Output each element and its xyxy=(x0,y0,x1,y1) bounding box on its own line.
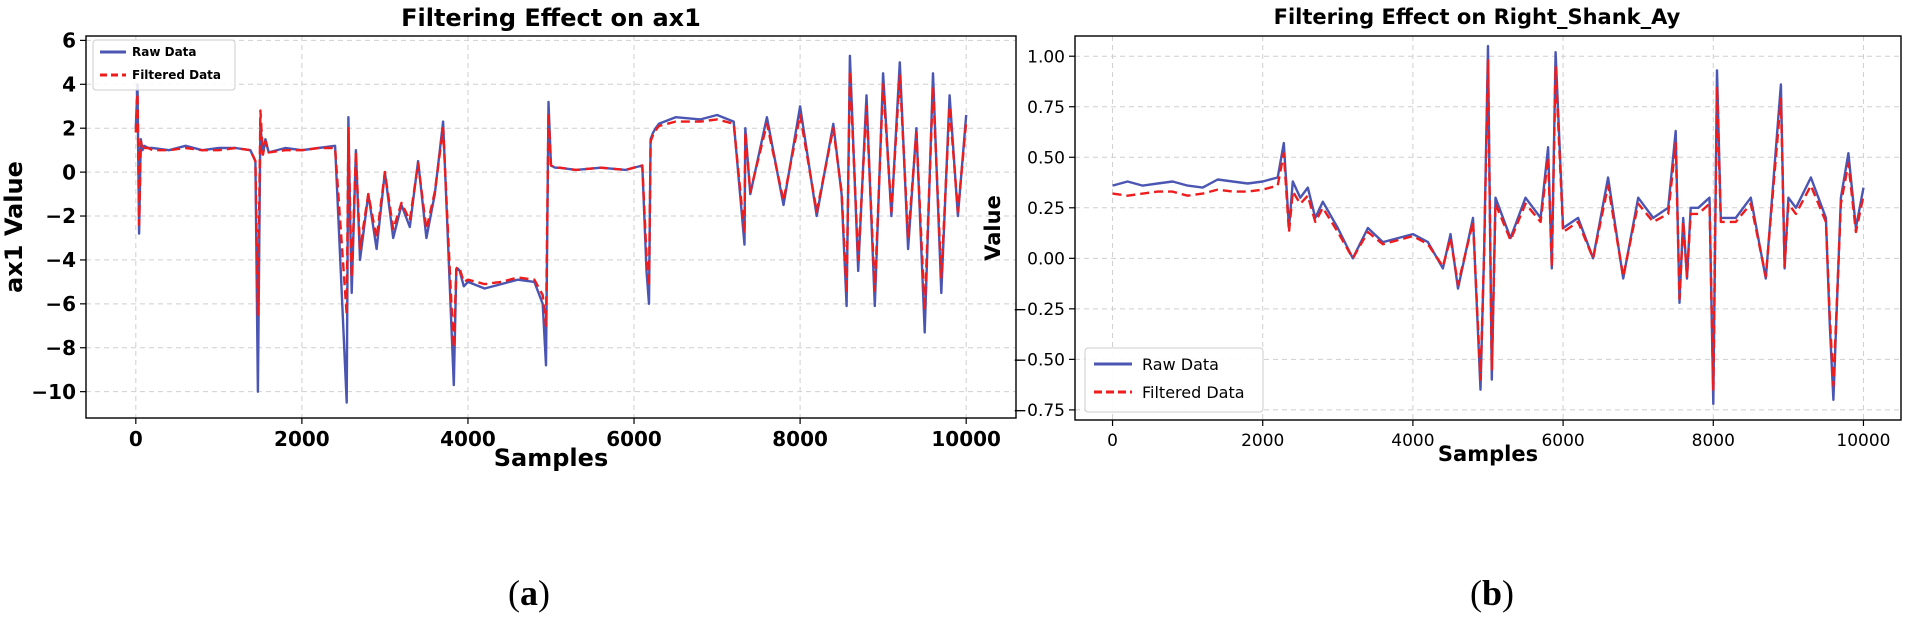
y-tick-label: 0.25 xyxy=(1027,199,1065,219)
legend: Raw Data Filtered Data xyxy=(1084,347,1264,413)
y-tick-label: −0.75 xyxy=(1013,401,1065,421)
y-tick-label: −6 xyxy=(45,292,76,316)
y-tick-label: 0.00 xyxy=(1027,249,1065,269)
x-tick-label: 8000 xyxy=(1692,431,1735,451)
gridlines xyxy=(86,36,1016,418)
legend-raw-label: Raw Data xyxy=(132,45,197,59)
y-tick-label: 2 xyxy=(62,116,76,140)
gridlines xyxy=(1075,36,1901,420)
chart-title: Filtering Effect on ax1 xyxy=(401,4,701,32)
legend-filtered-label: Filtered Data xyxy=(1142,383,1245,402)
legend-filtered-label: Filtered Data xyxy=(132,68,221,82)
plot-lines xyxy=(134,54,968,404)
panel-b: Filtering Effect on Right_Shank_Ay 0 2000… xyxy=(981,5,1902,613)
x-tick-label: 10000 xyxy=(931,427,1001,451)
y-axis-label: Value xyxy=(981,195,1005,261)
y-tick-label: −0.50 xyxy=(1013,350,1065,370)
legend-raw-label: Raw Data xyxy=(1142,355,1219,374)
x-tick-label: 0 xyxy=(129,427,143,451)
x-tick-label: 2000 xyxy=(274,427,330,451)
filtered-data-line xyxy=(1112,59,1865,391)
legend: Raw Data Filtered Data xyxy=(92,39,236,91)
y-tick-label: 0.75 xyxy=(1027,98,1065,118)
x-tick-label: 4000 xyxy=(440,427,496,451)
x-tick-label: 6000 xyxy=(606,427,662,451)
legend-box xyxy=(92,39,236,91)
y-tick-label: −4 xyxy=(45,248,76,272)
plot-frame xyxy=(85,35,1017,419)
chart-title: Filtering Effect on Right_Shank_Ay xyxy=(1274,5,1681,29)
axis-ticks: 0 2000 4000 6000 8000 10000 6 4 2 0 −2 −4 −6 −8 −10 xyxy=(31,29,1001,451)
x-tick-label: 8000 xyxy=(772,427,828,451)
y-tick-label: −2 xyxy=(45,204,76,228)
x-tick-label: 10000 xyxy=(1836,431,1890,451)
subfigure-caption-b: (b) xyxy=(1470,573,1514,613)
x-tick-label: 0 xyxy=(1107,431,1118,451)
y-tick-label: 6 xyxy=(62,29,76,53)
x-tick-label: 6000 xyxy=(1541,431,1584,451)
axis-ticks: 0 2000 4000 6000 8000 10000 1.00 0.75 0.50 0.25 0.… xyxy=(1013,47,1891,451)
y-tick-label: 4 xyxy=(62,72,76,96)
y-tick-label: −10 xyxy=(31,380,76,404)
raw-data-line xyxy=(134,54,968,404)
y-tick-label: −8 xyxy=(45,336,76,360)
x-tick-label: 2000 xyxy=(1241,431,1284,451)
x-axis-label: Samples xyxy=(1438,442,1538,466)
panel-a: Filtering Effect on ax1 0 2000 4000 6000 800… xyxy=(0,4,1017,613)
y-axis-label: ax1 Value xyxy=(0,161,28,293)
filtered-data-line xyxy=(134,69,968,349)
x-axis-label: Samples xyxy=(494,444,608,472)
y-tick-label: 0 xyxy=(62,160,76,184)
x-tick-label: 4000 xyxy=(1391,431,1434,451)
y-tick-label: 1.00 xyxy=(1027,47,1065,67)
y-tick-label: 0.50 xyxy=(1027,148,1065,168)
plot-lines xyxy=(1112,44,1865,405)
plot-frame xyxy=(1074,35,1902,421)
y-tick-label: −0.25 xyxy=(1013,300,1065,320)
subfigure-caption-a: (a) xyxy=(508,573,550,613)
